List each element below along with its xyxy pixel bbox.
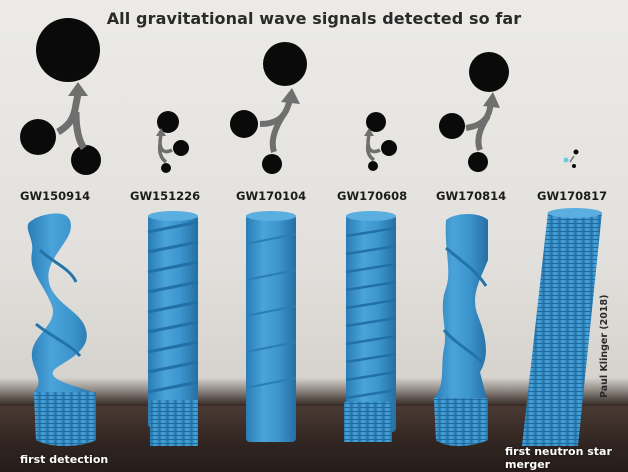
final-black-hole-icon bbox=[157, 111, 179, 133]
black-hole-2-icon bbox=[161, 163, 171, 173]
black-hole-1-icon bbox=[381, 140, 397, 156]
gw170814-merger-icon bbox=[439, 52, 509, 172]
model-gw170104 bbox=[245, 211, 297, 442]
caption-first-neutron-star-line2: merger bbox=[505, 458, 551, 471]
gw170608-merger-icon bbox=[364, 112, 397, 171]
gw150914-merger-icon bbox=[20, 18, 101, 175]
event-label-gw170817: GW170817 bbox=[537, 189, 608, 203]
black-hole-1-icon bbox=[230, 110, 258, 138]
author-credit: Paul Klinger (2018) bbox=[599, 294, 610, 398]
event-label-gw170104: GW170104 bbox=[236, 189, 307, 203]
neutron-star-1-icon bbox=[563, 157, 569, 163]
event-label-gw170608: GW170608 bbox=[337, 189, 408, 203]
final-black-hole-icon bbox=[366, 112, 386, 132]
event-label-gw150914: GW150914 bbox=[20, 189, 91, 203]
model-gw150914 bbox=[27, 213, 97, 446]
model-gw170817 bbox=[522, 208, 602, 446]
gw170104-merger-icon bbox=[230, 42, 307, 174]
neutron-star-final-icon bbox=[573, 149, 579, 155]
model-gw170608 bbox=[344, 211, 397, 442]
black-hole-1-icon bbox=[439, 113, 465, 139]
merge-arrow-icon bbox=[158, 133, 173, 154]
neutron-star-2-icon bbox=[572, 164, 576, 168]
black-hole-2-icon bbox=[468, 152, 488, 172]
merge-arrow-icon bbox=[569, 155, 575, 163]
event-label-gw170814: GW170814 bbox=[436, 189, 507, 203]
black-hole-2-icon bbox=[262, 154, 282, 174]
black-hole-1-icon bbox=[20, 119, 56, 155]
black-hole-2-icon bbox=[368, 161, 378, 171]
model-gw170814 bbox=[434, 214, 488, 446]
gw151226-merger-icon bbox=[156, 111, 189, 173]
final-black-hole-icon bbox=[469, 52, 509, 92]
model-gw151226 bbox=[147, 211, 199, 446]
caption-first-detection: first detection bbox=[20, 453, 109, 466]
gw170817-merger-icon bbox=[563, 149, 579, 168]
black-hole-1-icon bbox=[173, 140, 189, 156]
caption-first-neutron-star-line1: first neutron star bbox=[505, 445, 612, 458]
final-black-hole-icon bbox=[263, 42, 307, 86]
merge-arrow-icon bbox=[56, 93, 82, 136]
poster-title: All gravitational wave signals detected … bbox=[106, 9, 522, 28]
final-black-hole-icon bbox=[36, 18, 100, 82]
event-label-gw151226: GW151226 bbox=[130, 189, 201, 203]
merge-arrow-icon bbox=[366, 133, 381, 154]
black-hole-2-icon bbox=[71, 145, 101, 175]
